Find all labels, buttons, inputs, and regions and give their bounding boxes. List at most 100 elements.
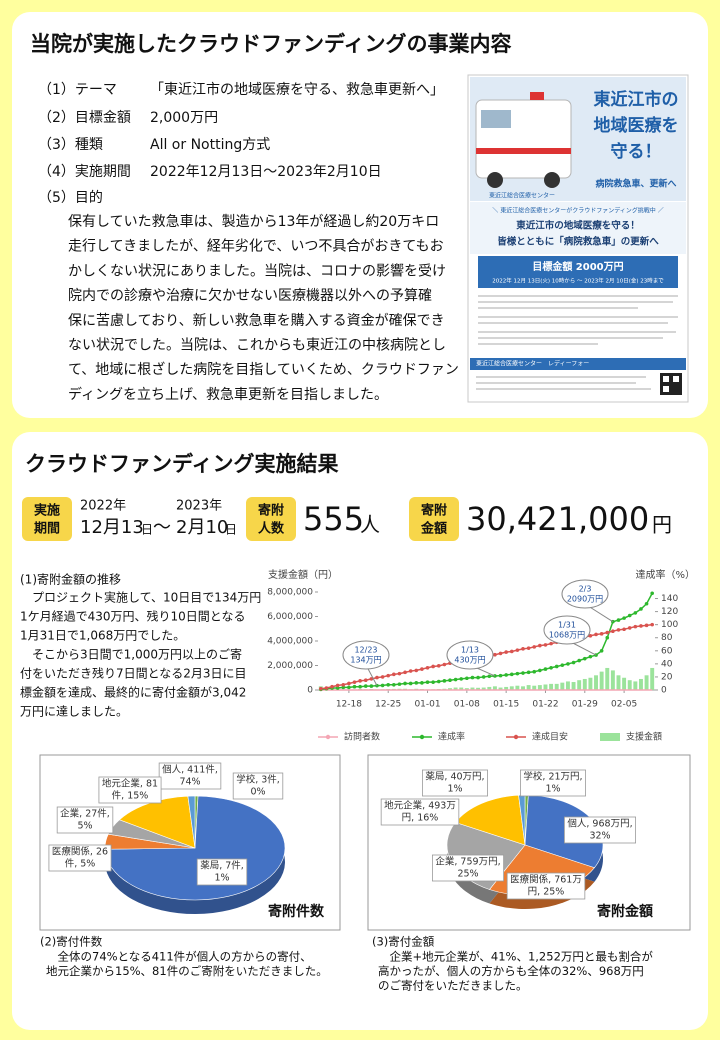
bar: [509, 686, 514, 690]
stat-unit: 人: [360, 513, 380, 537]
marker: [392, 682, 396, 687]
marker: [622, 627, 626, 632]
marker: [403, 681, 407, 686]
data-label: 薬局, 7件,: [200, 860, 244, 872]
badge-text: 期間: [34, 522, 60, 537]
poster-period: 2022年 12月 13日(火) 10時から 〜 2023年 2月 10日(金)…: [492, 277, 664, 285]
data-label: 医療関係, 26: [52, 846, 108, 858]
data-label: 企業, 759万円,: [435, 856, 500, 868]
marker: [599, 649, 604, 653]
marker: [380, 683, 385, 688]
badge-text: 金額: [420, 521, 447, 537]
x-tick-label: 02-05: [611, 700, 637, 710]
ambulance-window: [481, 110, 511, 128]
y2-tick-label: 0: [661, 686, 667, 696]
caption-title: (3)寄付金額: [372, 935, 435, 949]
marker: [397, 671, 402, 676]
text-line: [478, 331, 676, 333]
bar: [594, 675, 598, 690]
item-label: （1）テーマ: [38, 82, 117, 98]
marker: [560, 663, 565, 667]
bar: [543, 684, 548, 690]
caption-line: 全体の74%となる411件が個人の方からの寄付、: [46, 950, 312, 964]
marker: [532, 669, 537, 674]
bar: [622, 677, 627, 690]
y-tick-label: 2,000,000: [267, 661, 313, 671]
marker: [375, 675, 379, 680]
bar: [532, 685, 537, 690]
ambulance-stripe: [476, 148, 571, 154]
marker: [538, 668, 542, 673]
badge-text: 人数: [258, 521, 285, 537]
legend-label: 達成目安: [532, 731, 568, 743]
trend-title: (1)寄附金額の推移: [20, 572, 121, 587]
legend-label: 訪問者数: [344, 731, 380, 743]
callout-text: 2090万円: [567, 595, 603, 604]
marker: [526, 646, 531, 650]
text-line: [478, 322, 668, 324]
marker: [352, 680, 357, 684]
y2-tick-label: 140: [661, 594, 678, 604]
trend-line: 1ケ月経過で430万円、残り10日間となる: [20, 610, 245, 624]
label-box: [422, 769, 488, 797]
marker: [588, 654, 593, 659]
bar: [453, 687, 458, 690]
text-line: [476, 382, 636, 384]
bar: [627, 680, 632, 690]
purpose-line: ない状況でした。当院は、これからも東近江の中核病院とし: [68, 338, 446, 354]
marker: [335, 686, 340, 690]
wheel: [544, 172, 560, 188]
poster-contact: [476, 376, 651, 390]
date-separator: ～: [153, 517, 171, 538]
data-label: 件, 5%: [65, 858, 96, 870]
legend-swatch: [513, 734, 519, 740]
bar: [610, 670, 615, 690]
data-label: 地元企業, 493万: [384, 800, 456, 812]
marker: [403, 670, 407, 675]
y-tick-label: 6,000,000: [267, 612, 313, 622]
caption-line: 地元企業から15%、81件のご寄附をいただきました。: [46, 964, 328, 978]
bar: [448, 688, 452, 690]
data-label: 学校, 3件,: [236, 774, 280, 786]
callout: [561, 579, 609, 609]
callout-text: 1/31: [558, 621, 576, 630]
marker: [453, 677, 458, 682]
callout-text: 430万円: [454, 656, 485, 665]
bar: [537, 685, 542, 690]
marker: [414, 681, 419, 685]
marker: [324, 686, 329, 690]
qr-code: [673, 376, 679, 382]
marker: [650, 591, 654, 596]
marker: [633, 611, 638, 615]
marker: [627, 626, 632, 630]
marker: [476, 675, 480, 680]
bar: [521, 686, 525, 690]
marker: [577, 658, 581, 663]
legend-swatch: [419, 734, 425, 740]
section-title: クラウドファンディング実施結果: [25, 452, 339, 476]
marker: [330, 684, 334, 689]
label-box: [158, 762, 222, 790]
legend-swatch: [600, 733, 620, 741]
item-label: （4）実施期間: [38, 164, 131, 180]
bar: [616, 675, 621, 690]
poster-title: 守る！: [611, 141, 662, 162]
marker: [425, 665, 430, 670]
marker: [459, 677, 464, 681]
slice: [187, 795, 196, 849]
x-tick-label: 12-25: [375, 700, 401, 710]
y-axis-label: 支援金額（円）: [268, 568, 338, 581]
callout-text: 134万円: [350, 656, 381, 665]
badge-text: 実施: [34, 503, 60, 519]
marker: [509, 649, 514, 654]
marker: [369, 684, 374, 688]
x-tick-label: 01-01: [414, 700, 440, 710]
marker: [521, 647, 525, 651]
poster-body: [478, 295, 678, 345]
marker: [420, 681, 424, 685]
bar: [470, 687, 475, 690]
stat-value: 30,421,000: [466, 500, 649, 538]
marker: [442, 662, 447, 667]
label-box: [520, 769, 586, 797]
